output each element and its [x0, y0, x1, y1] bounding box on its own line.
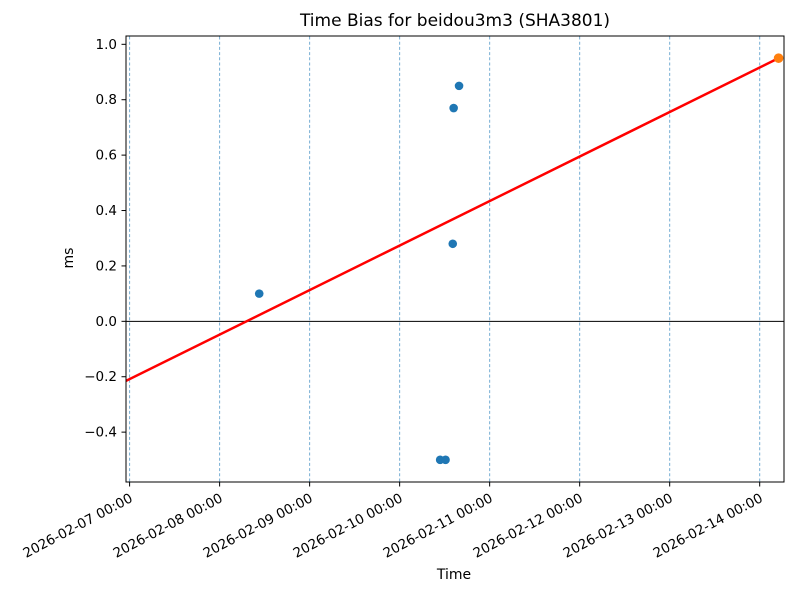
bias-observations-point	[448, 239, 458, 249]
y-tick-label: 0.0	[96, 314, 117, 330]
y-tick-label: −0.4	[84, 425, 117, 441]
bias-observations-point	[441, 455, 450, 465]
bias-observations-point	[449, 103, 458, 113]
y-tick-label: 0.6	[96, 148, 117, 164]
bias-observations-point	[454, 81, 464, 91]
y-tick-label: 1.0	[96, 37, 117, 53]
trend-line	[125, 57, 780, 383]
axes-frame	[125, 35, 785, 483]
x-axis-label: Time	[436, 567, 472, 583]
bias-observations-point	[254, 289, 264, 298]
y-tick-label: −0.2	[84, 369, 117, 385]
y-tick-label: 0.4	[96, 203, 117, 219]
latest-bias-point	[773, 53, 784, 63]
chart-title: Time Bias for beidou3m3 (SHA3801)	[299, 11, 611, 31]
y-axis-label: ms	[61, 247, 77, 269]
y-tick-label: 0.2	[96, 258, 117, 274]
y-tick-label: 0.8	[96, 92, 117, 108]
